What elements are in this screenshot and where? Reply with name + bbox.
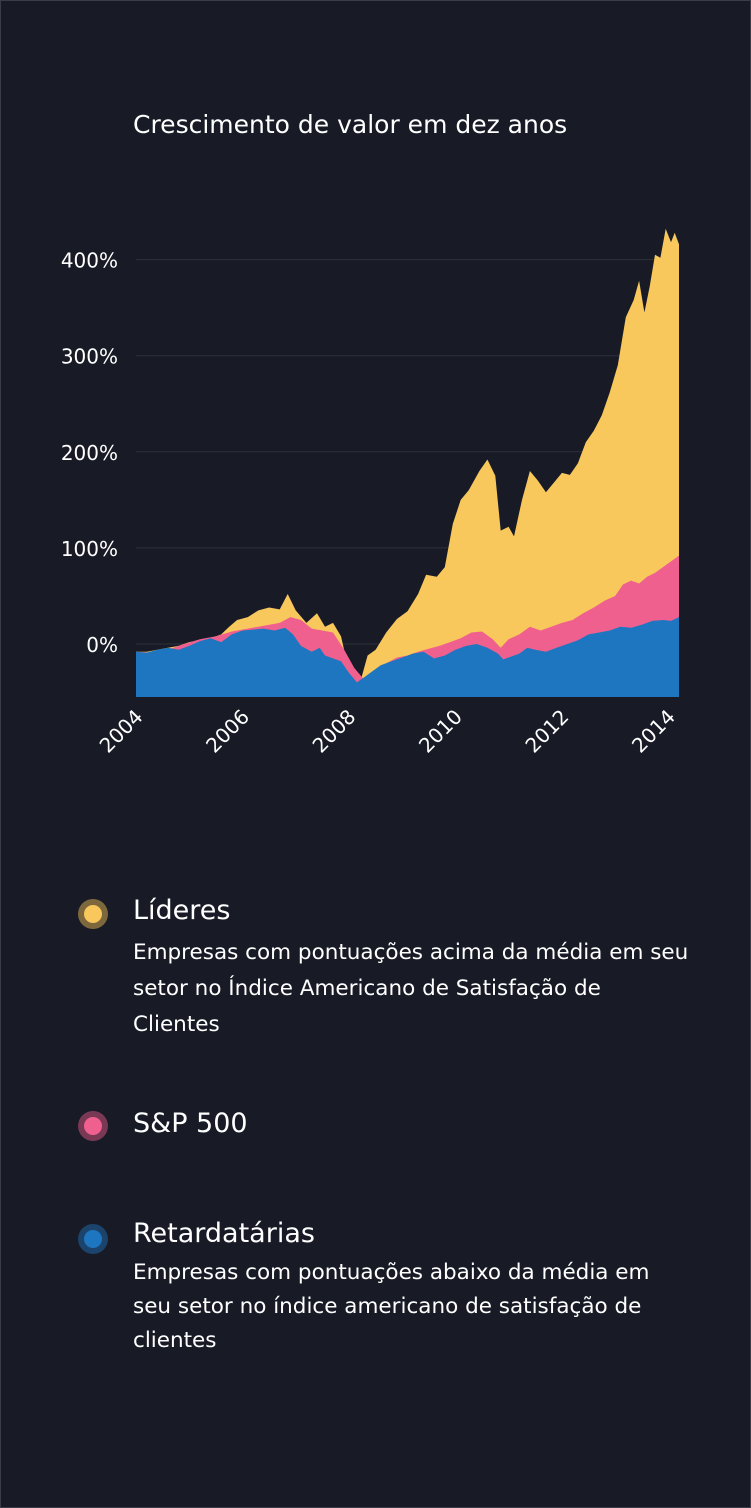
area-leaders	[136, 228, 679, 698]
x-tick-label: 2006	[201, 705, 254, 758]
legend-desc-leaders: Empresas com pontuações acima da média e…	[133, 940, 689, 1037]
y-tick-label: 300%	[61, 345, 118, 369]
legend-name-sp500: S&P 500	[133, 1108, 248, 1139]
x-axis: 2004 2006 2008 2010 2012 2014	[95, 705, 680, 758]
x-tick-label: 2014	[627, 705, 680, 758]
area-laggards	[136, 617, 679, 697]
y-tick-label: 200%	[61, 441, 118, 465]
y-axis: 0% 100% 200% 300% 400%	[61, 249, 118, 657]
chart-title: Crescimento de valor em dez anos	[133, 110, 568, 139]
x-tick-label: 2012	[520, 705, 573, 758]
legend-desc-laggards: Empresas com pontuações abaixo da média …	[133, 1260, 650, 1353]
y-tick-label: 0%	[86, 633, 118, 657]
x-tick-label: 2004	[95, 705, 148, 758]
x-tick-label: 2010	[414, 705, 467, 758]
y-tick-label: 100%	[61, 537, 118, 561]
legend-dot-laggards	[78, 1224, 108, 1254]
legend-dot-sp500	[78, 1111, 108, 1141]
legend-name-laggards: Retardatárias	[133, 1218, 315, 1249]
y-tick-label: 400%	[61, 249, 118, 273]
legend-name-leaders: Líderes	[133, 895, 231, 926]
legend-dot-leaders	[78, 899, 108, 929]
area-chart: 0%100%200%300%400% 2004 2006 2008 2010 2012 2…	[61, 228, 680, 758]
x-tick-label: 2008	[308, 705, 361, 758]
area-layer	[136, 228, 679, 698]
